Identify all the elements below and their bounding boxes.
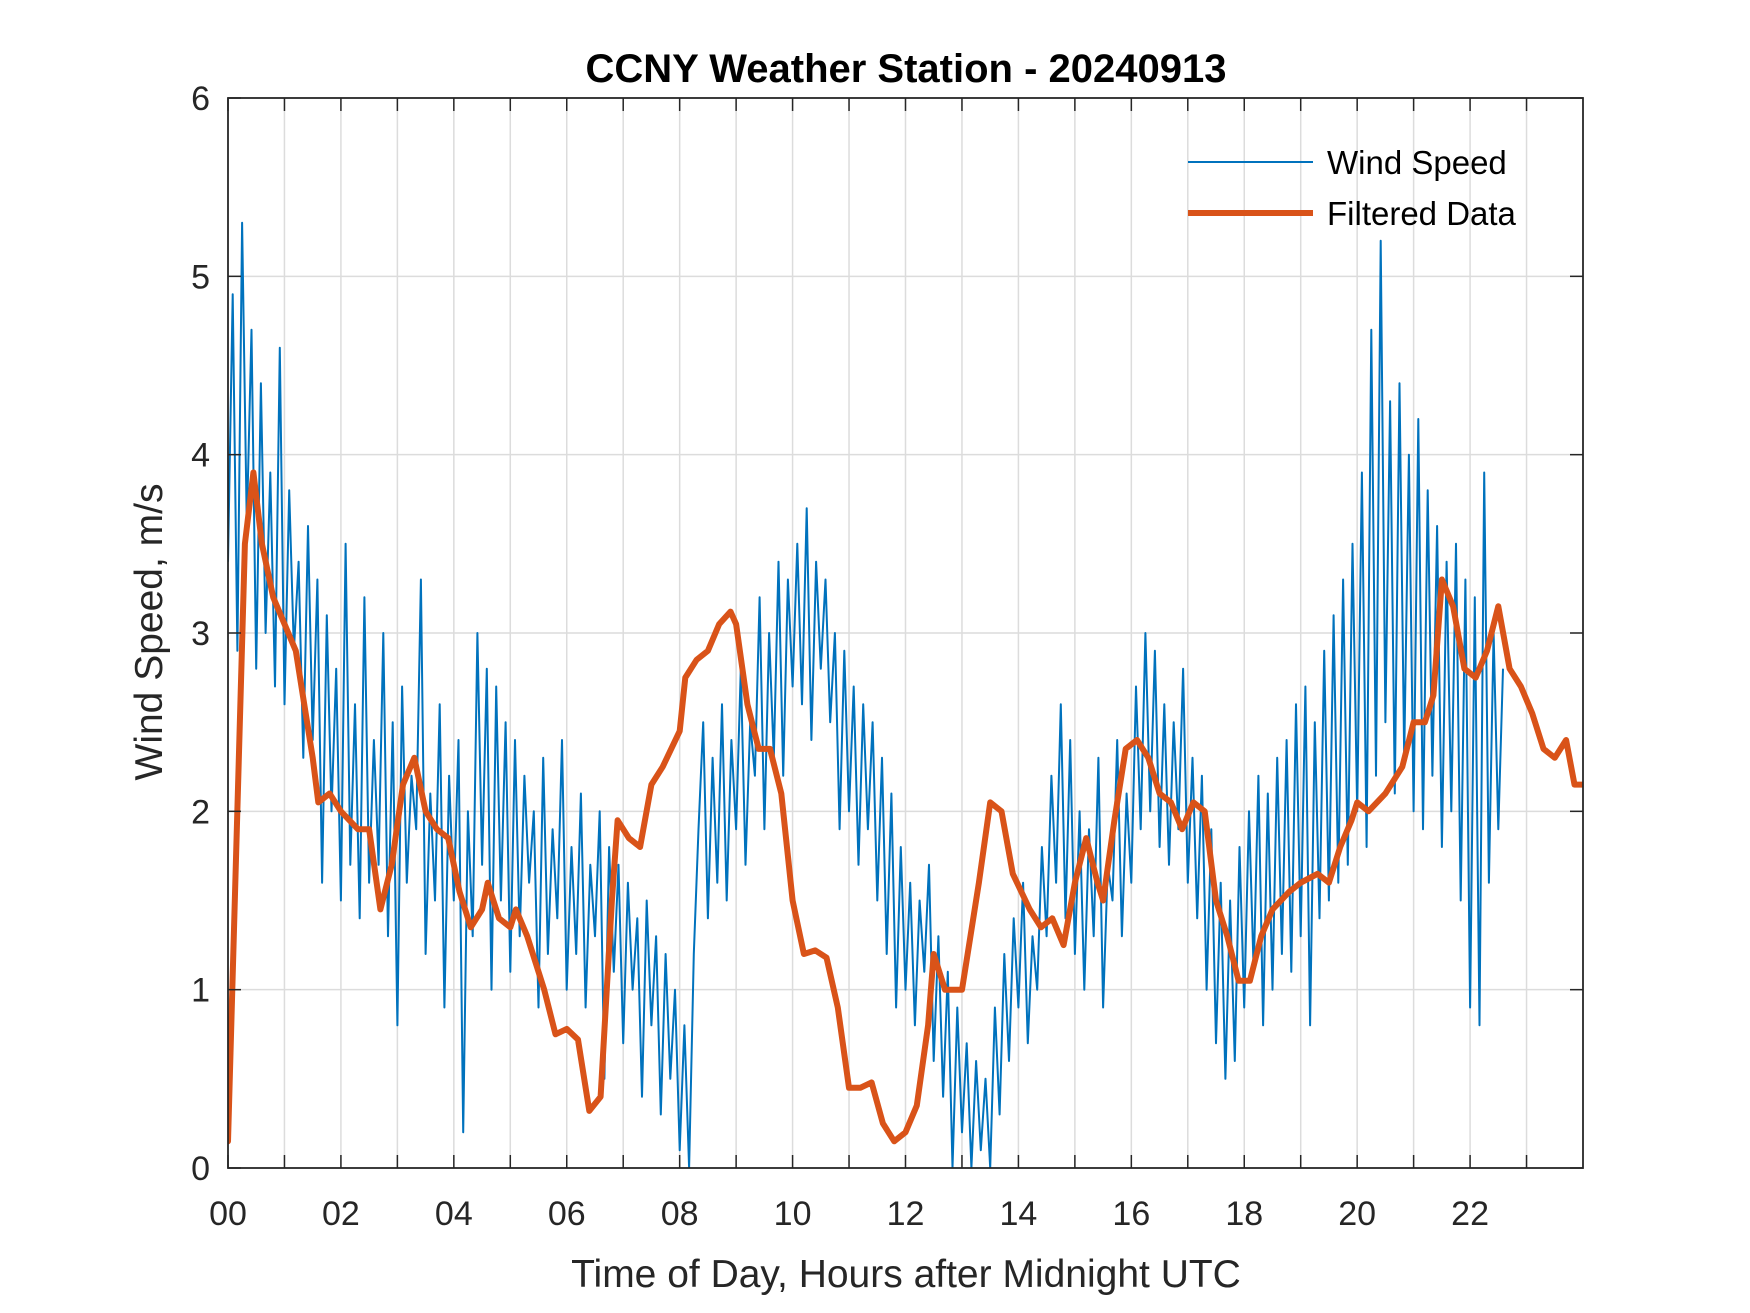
legend-label-wind-speed: Wind Speed (1327, 144, 1507, 181)
chart-title: CCNY Weather Station - 20240913 (586, 47, 1227, 91)
y-tick-label: 3 (191, 615, 210, 653)
x-tick-label: 10 (774, 1195, 812, 1233)
legend: Wind Speed Filtered Data (1188, 144, 1517, 232)
x-tick-label: 02 (322, 1195, 360, 1233)
axes-box (227, 97, 1584, 1169)
filtered-data-line (228, 469, 1583, 1145)
x-tick-label: 16 (1112, 1195, 1150, 1233)
y-tick-label: 2 (191, 793, 210, 831)
axes (227, 97, 1584, 1169)
x-tick-label: 08 (661, 1195, 699, 1233)
x-tick-label: 22 (1451, 1195, 1489, 1233)
x-tick-label: 14 (1000, 1195, 1038, 1233)
y-tick-label: 0 (191, 1150, 210, 1188)
x-axis-label: Time of Day, Hours after Midnight UTC (571, 1253, 1241, 1296)
legend-label-filtered-data: Filtered Data (1327, 195, 1517, 232)
x-tick-label: 18 (1225, 1195, 1263, 1233)
y-tick-label: 1 (191, 972, 210, 1010)
x-tick-label: 12 (887, 1195, 925, 1233)
x-tick-label: 06 (548, 1195, 586, 1233)
y-axis-label: Wind Speed, m/s (128, 484, 171, 781)
wind-speed-line (228, 221, 1504, 1168)
x-tick-label: 04 (435, 1195, 473, 1233)
y-tick-label: 6 (191, 80, 210, 118)
x-tick-label: 00 (209, 1195, 247, 1233)
x-tick-label: 20 (1338, 1195, 1376, 1233)
series-group (228, 221, 1583, 1168)
y-tick-label: 4 (191, 437, 210, 475)
grid-lines (228, 98, 1583, 1168)
y-tick-label: 5 (191, 258, 210, 296)
